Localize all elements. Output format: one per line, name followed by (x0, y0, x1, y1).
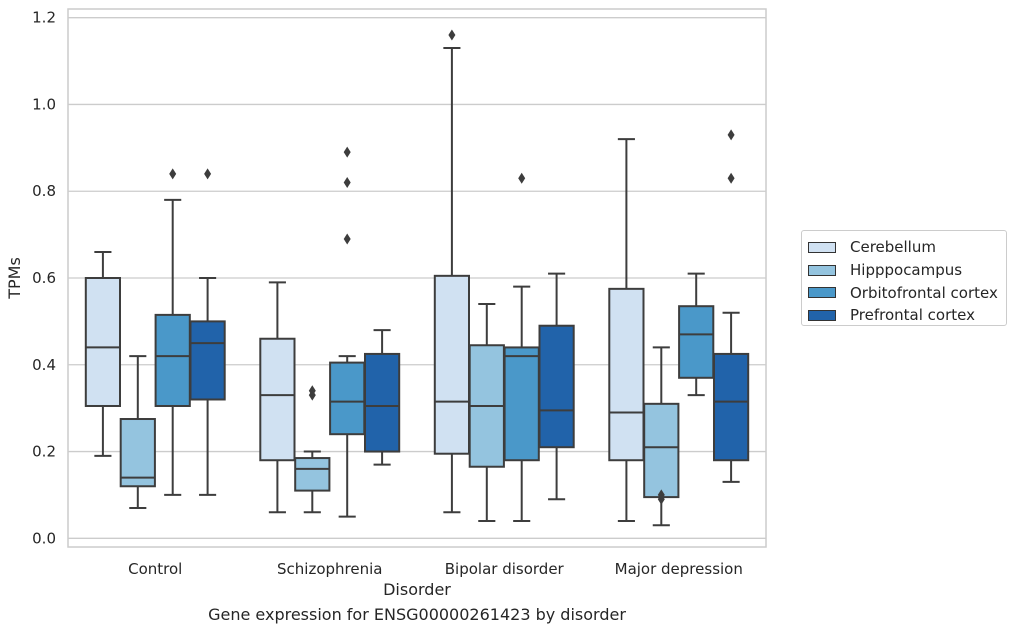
box-body (294, 457, 331, 492)
box-body (84, 277, 122, 407)
y-tick-label: 0.8 (32, 182, 56, 200)
box-cerebellum (84, 250, 122, 457)
x-axis-title: Disorder (383, 580, 451, 599)
legend-item: Hipppocampus (808, 259, 1006, 282)
box-body (608, 287, 645, 462)
box-prefrontal-cortex (712, 129, 750, 483)
box-layer (84, 29, 750, 527)
y-tick-label: 0.2 (32, 443, 56, 461)
y-axis-title: TPMs (5, 257, 24, 300)
box-hipppocampus (643, 346, 680, 527)
outlier-point (343, 146, 351, 158)
y-tick-label: 1.2 (32, 9, 56, 27)
box-body (329, 361, 366, 436)
box-hipppocampus (468, 303, 505, 522)
legend-item: Orbitofrontal cortex (808, 281, 1006, 304)
outlier-point (204, 168, 212, 180)
box-body (259, 337, 296, 462)
box-body (678, 305, 715, 379)
outlier-point (169, 168, 177, 180)
box-body (363, 352, 401, 453)
box-body (503, 346, 540, 462)
legend: Cerebellum Hipppocampus Orbitofrontal cort… (801, 230, 1007, 326)
box-prefrontal-cortex (363, 329, 401, 466)
chart-title: Gene expression for ENSG00000261423 by d… (208, 605, 626, 624)
x-tick-label: Major depression (615, 560, 743, 578)
box-cerebellum (259, 281, 296, 514)
box-orbitofrontal-cortex (329, 146, 366, 518)
box-orbitofrontal-cortex (678, 272, 715, 397)
outlier-point (657, 489, 665, 501)
legend-item: Prefrontal cortex (808, 304, 1006, 327)
legend-item: Cerebellum (808, 236, 1006, 259)
legend-label: Cerebellum (850, 238, 936, 257)
box-hipppocampus (294, 385, 331, 514)
y-tick-label: 0.6 (32, 269, 56, 287)
outlier-point (448, 29, 456, 41)
legend-label: Prefrontal cortex (850, 306, 975, 325)
legend-swatch (808, 241, 836, 253)
outlier-point (343, 233, 351, 245)
x-tick-label: Schizophrenia (277, 560, 382, 578)
box-body (189, 320, 226, 401)
box-body (154, 313, 191, 407)
x-tick-label: Bipolar disorder (445, 560, 565, 578)
legend-label: Hipppocampus (850, 261, 963, 280)
plot-frame (67, 8, 767, 548)
box-cerebellum (433, 29, 471, 514)
box-hipppocampus (119, 355, 156, 509)
box-body (643, 402, 680, 499)
x-tick-label: Control (128, 560, 182, 578)
legend-swatch (808, 264, 836, 276)
outlier-point (308, 385, 316, 397)
outlier-point (518, 172, 526, 184)
outlier-point (343, 177, 351, 189)
box-body (433, 274, 471, 455)
box-prefrontal-cortex (538, 272, 575, 501)
y-tick-label: 0.4 (32, 356, 56, 374)
x-tick-labels: Control Schizophrenia Bipolar disorder Majo… (128, 560, 743, 578)
outlier-point (727, 172, 735, 184)
box-orbitofrontal-cortex (154, 168, 191, 496)
y-tick-labels: 0.0 0.2 0.4 0.6 0.8 1.0 1.2 (32, 9, 56, 548)
box-cerebellum (608, 138, 645, 522)
y-tick-label: 1.0 (32, 95, 56, 113)
legend-label: Orbitofrontal cortex (850, 283, 998, 302)
box-orbitofrontal-cortex (503, 172, 540, 522)
box-body (119, 418, 156, 488)
box-body (538, 324, 575, 449)
y-tick-label: 0.0 (32, 529, 56, 547)
outlier-point (727, 129, 735, 141)
box-prefrontal-cortex (189, 168, 226, 496)
box-body (712, 352, 750, 462)
legend-swatch (808, 287, 836, 299)
legend-swatch (808, 309, 836, 321)
